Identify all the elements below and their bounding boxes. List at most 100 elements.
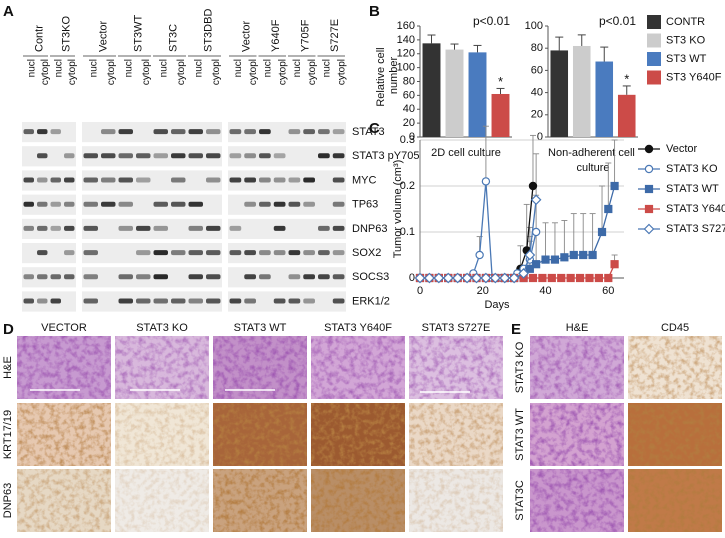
legend-label: CONTR: [666, 16, 705, 28]
y-tick-label: 140: [397, 34, 415, 46]
blot-strip: [82, 218, 222, 239]
y-axis-label: Tumor volume (cm³): [392, 160, 404, 259]
bar: [595, 61, 614, 137]
lane-label: nucl: [88, 59, 99, 77]
point: [569, 250, 578, 260]
column-header: STAT3 Y640F: [324, 322, 392, 334]
micrograph-texture: [17, 336, 111, 399]
blot-band: [171, 298, 186, 304]
blot-band: [244, 250, 256, 256]
blot-band: [206, 129, 221, 135]
blot-band: [206, 225, 221, 231]
blot-band: [118, 177, 133, 183]
blot-band: [64, 153, 75, 159]
row-label: STAT3 WT: [514, 408, 526, 461]
micrograph-texture: [530, 336, 624, 399]
blot-band: [244, 177, 256, 183]
legend-marker: [644, 204, 654, 214]
blot-strip: [22, 146, 76, 167]
blot-band: [332, 225, 345, 231]
blot-band: [153, 129, 168, 135]
point: [461, 272, 473, 284]
error-bar: [551, 222, 558, 260]
micrograph-texture: [115, 336, 209, 399]
blot-band: [64, 274, 75, 280]
blot-band: [83, 177, 98, 183]
y-tick-label: 20: [531, 109, 543, 121]
blot-strip: [22, 267, 76, 288]
error-bar: [482, 125, 489, 182]
blot-band: [37, 225, 48, 231]
lane-label: cytopl: [40, 59, 51, 85]
blot-band: [229, 153, 242, 159]
x-axis-label: Non-adherent cell culture: [548, 147, 638, 174]
blot-band: [153, 274, 168, 280]
line: [420, 181, 537, 279]
point: [566, 273, 575, 283]
error-bar: [496, 87, 505, 94]
point: [532, 260, 541, 269]
blot-band: [273, 153, 286, 159]
point: [594, 273, 603, 283]
point: [588, 250, 597, 260]
lane-label: nucl: [26, 59, 37, 77]
blot-strip: [22, 243, 76, 264]
blot-band: [50, 177, 61, 183]
y-tick-label: 0: [409, 272, 415, 284]
blot-band: [118, 129, 133, 135]
point: [518, 268, 529, 279]
blot-strip: [82, 170, 222, 191]
legend-swatch: [647, 33, 661, 48]
y-tick-label: 0.1: [400, 226, 415, 238]
blot-band: [273, 250, 286, 256]
blot-band: [37, 201, 48, 207]
blot-band: [101, 177, 116, 183]
group-label: S727E: [329, 19, 341, 52]
y-tick-label: 60: [531, 64, 543, 76]
protein-label: SOCS3: [352, 271, 389, 283]
point: [481, 177, 491, 186]
blot-strip: [82, 267, 222, 288]
group-label: Vector: [241, 20, 253, 52]
micrograph-texture: [115, 403, 209, 466]
point: [538, 273, 547, 283]
point: [550, 255, 560, 264]
blot-band: [136, 225, 151, 231]
micrograph-texture: [213, 336, 307, 399]
blot-strip: [82, 194, 222, 215]
point: [499, 272, 511, 284]
legend-label: STAT3 Y640F: [666, 203, 725, 215]
micrograph-texture: [311, 336, 405, 399]
error-bar: [533, 153, 540, 200]
legend-label: STAT3 KO: [666, 163, 718, 175]
group-label: Y705F: [300, 19, 312, 52]
blot-band: [64, 225, 75, 231]
blot-band: [188, 129, 203, 135]
blot-band: [206, 250, 221, 256]
blot-strip: [228, 170, 346, 191]
y-tick-label: 80: [531, 42, 543, 54]
panel-label: A: [3, 3, 14, 20]
lane-label: cytopl: [141, 59, 152, 85]
blot-band: [50, 298, 61, 304]
blot-band: [259, 153, 271, 159]
blot-band: [23, 129, 34, 135]
blot-strip: [82, 291, 222, 312]
blot-band: [332, 153, 345, 159]
blot-band: [318, 153, 330, 159]
row-label: DNP63: [2, 483, 14, 518]
error-bar: [561, 220, 568, 258]
blot-band: [64, 177, 75, 183]
blot-band: [83, 298, 98, 304]
blot-band: [37, 250, 48, 256]
legend-swatch: [647, 70, 661, 85]
micrograph-texture: [409, 336, 503, 399]
blot-strip: [22, 122, 76, 143]
blot-band: [273, 201, 286, 207]
error-bar: [577, 34, 586, 46]
blot-band: [101, 201, 116, 207]
blot-band: [83, 250, 98, 256]
error-bar: [605, 162, 612, 209]
blot-band: [136, 274, 151, 280]
x-axis-label: Days: [484, 299, 510, 311]
